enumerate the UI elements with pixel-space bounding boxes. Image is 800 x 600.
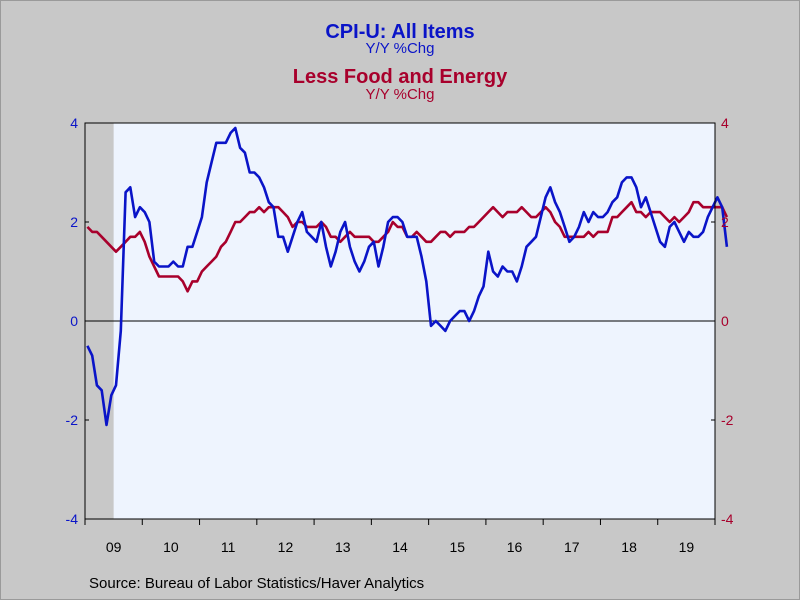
x-tick-label: 16 — [507, 539, 523, 555]
series1-title: CPI-U: All Items — [325, 21, 475, 43]
y-right-tick-label: -2 — [721, 412, 734, 428]
source-note: Source: Bureau of Labor Statistics/Haver… — [89, 575, 425, 592]
y-left-tick-label: 0 — [70, 313, 78, 329]
x-tick-label: 18 — [621, 539, 637, 555]
x-tick-label: 15 — [449, 539, 465, 555]
series2-title: Less Food and Energy — [292, 66, 508, 88]
x-tick-label: 17 — [564, 539, 580, 555]
x-tick-label: 12 — [278, 539, 294, 555]
x-tick-label: 13 — [335, 539, 351, 555]
x-tick-label: 11 — [221, 539, 236, 555]
series2-subtitle: Y/Y %Chg — [365, 86, 435, 103]
y-right-tick-label: 0 — [721, 313, 729, 329]
x-tick-label: 10 — [163, 539, 179, 555]
x-tick-label: 14 — [392, 539, 408, 555]
y-right-tick-label: -4 — [721, 511, 734, 527]
y-left-tick-label: 2 — [70, 214, 78, 230]
series1-subtitle: Y/Y %Chg — [365, 40, 435, 57]
y-right-tick-label: 2 — [721, 214, 729, 230]
series-line-cpi-all-items — [86, 126, 729, 427]
y-left-tick-label: -4 — [66, 511, 79, 527]
y-left-tick-label: 4 — [70, 115, 78, 131]
axis-layer: 4 2 0 -2 -4 4 2 0 -2 -4 09 10 11 12 13 14 15 16 17 18 19 — [66, 115, 734, 555]
series-layer — [86, 126, 729, 427]
y-right-tick-label: 4 — [721, 115, 729, 131]
y-left-tick-label: -2 — [66, 412, 79, 428]
x-tick-label: 09 — [106, 539, 122, 555]
x-tick-label: 19 — [679, 539, 695, 555]
